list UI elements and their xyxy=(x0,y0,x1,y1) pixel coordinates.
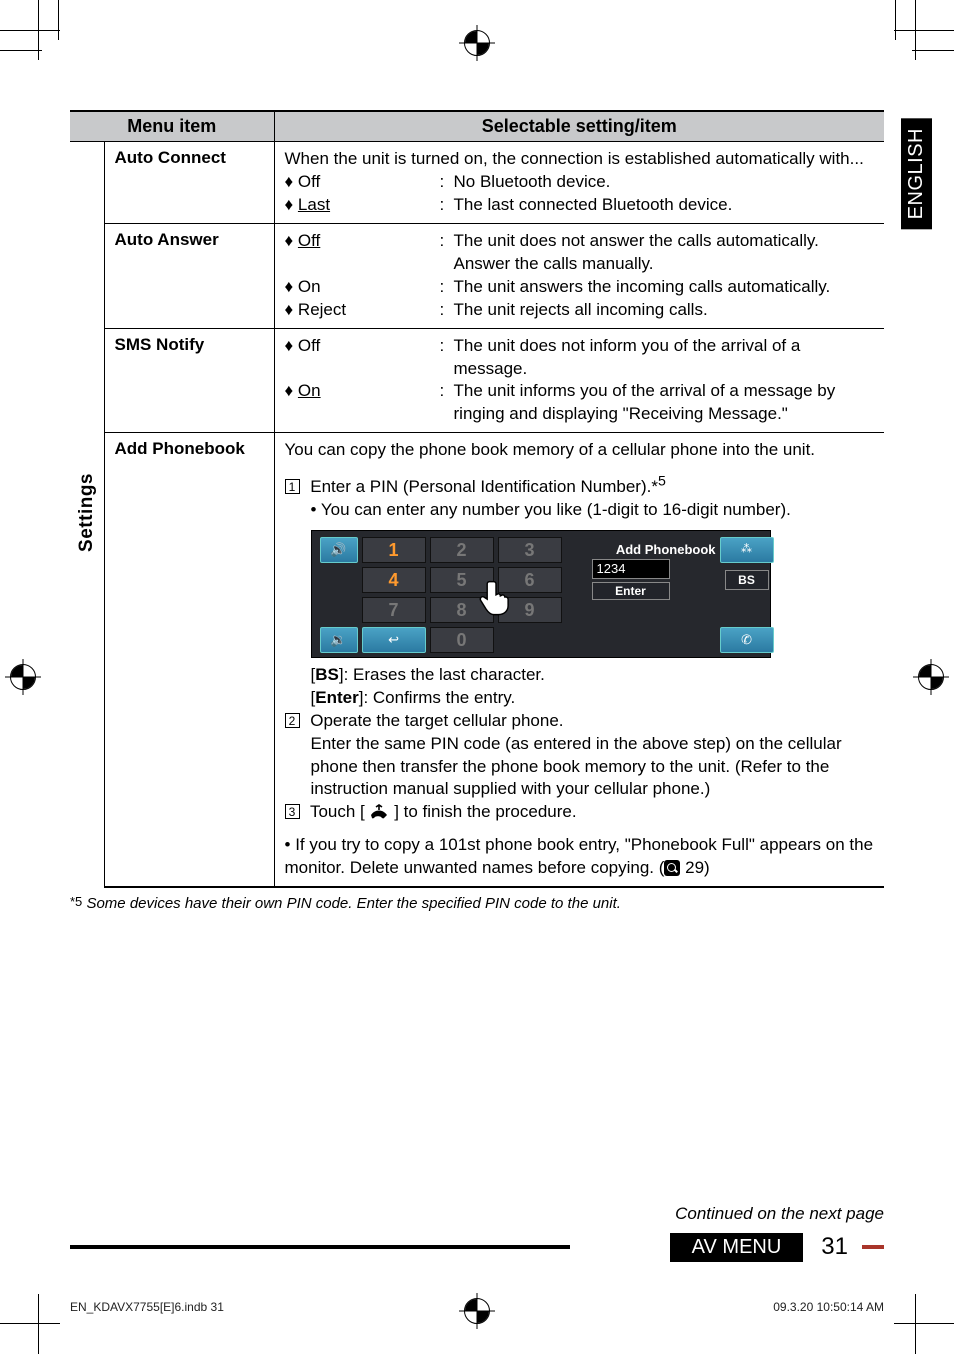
key-6: 6 xyxy=(498,567,562,593)
registration-mark xyxy=(10,664,36,690)
key-8: 8 xyxy=(430,597,494,623)
menu-auto-connect: Auto Connect xyxy=(104,142,274,224)
step-1-icon: 1 xyxy=(285,479,300,494)
footnote: *5 Some devices have their own PIN code.… xyxy=(70,888,884,912)
step-3-text: Touch [ ] to finish the procedure. xyxy=(310,802,577,821)
opt-last: Last xyxy=(298,195,330,214)
menu-auto-answer: Auto Answer xyxy=(104,223,274,328)
step-3-icon: 3 xyxy=(285,804,300,819)
registration-mark xyxy=(918,664,944,690)
hangup-icon: ✆ xyxy=(720,627,774,653)
crop-mark xyxy=(0,1323,60,1324)
step-1-text: Enter a PIN (Personal Identification Num… xyxy=(310,477,666,496)
opt-reject: ♦ Reject xyxy=(285,299,440,322)
opt-on: On xyxy=(298,381,321,400)
section-label: Settings xyxy=(76,473,98,552)
pin-value: 1234 xyxy=(592,559,670,579)
crop-mark xyxy=(38,1294,39,1354)
key-7: 7 xyxy=(362,597,426,623)
step-2-text: Operate the target cellular phone. xyxy=(310,711,563,730)
magnifier-icon xyxy=(664,860,680,876)
key-1: 1 xyxy=(362,537,426,563)
registration-mark xyxy=(464,1298,490,1324)
page-number: 31 xyxy=(821,1233,848,1261)
key-4: 4 xyxy=(362,567,426,593)
desc-sms-notify: ♦ Off :The unit does not inform you of t… xyxy=(274,328,884,433)
footer-rule xyxy=(70,1245,570,1249)
registration-mark xyxy=(464,30,490,56)
crop-mark xyxy=(912,50,954,51)
opt-off: ♦ Off xyxy=(285,335,440,381)
panel-title: Add Phonebook xyxy=(616,541,716,559)
menu-add-phonebook: Add Phonebook xyxy=(104,433,274,887)
vol-down-icon: 🔉 xyxy=(320,627,358,653)
lead-text: You can copy the phone book memory of a … xyxy=(285,439,875,462)
key-5: 5 xyxy=(430,567,494,593)
pin-entry-panel: 🔊 1 2 3 Add Phonebook ⁂ 4 5 6 xyxy=(311,530,771,658)
col-header-selectable: Selectable setting/item xyxy=(274,111,884,142)
opt-off: ♦ Off xyxy=(285,171,440,194)
settings-table: Menu item Selectable setting/item Settin… xyxy=(70,110,884,888)
vol-icon: 🔊 xyxy=(320,537,358,563)
opt-off-desc: No Bluetooth device. xyxy=(454,171,875,194)
opt-reject-desc: The unit rejects all incoming calls. xyxy=(454,299,875,322)
bt-icon: ⁂ xyxy=(720,537,774,563)
language-tab: ENGLISH xyxy=(901,118,932,229)
step-1-sub: • You can enter any number you like (1-d… xyxy=(285,499,875,522)
accent-line xyxy=(862,1245,884,1249)
opt-off-desc: The unit does not answer the calls autom… xyxy=(454,230,875,276)
opt-on: ♦ On xyxy=(285,276,440,299)
menu-sms-notify: SMS Notify xyxy=(104,328,274,433)
section-label-cell: Settings xyxy=(70,142,104,888)
back-icon: ↩ xyxy=(362,627,426,653)
desc-auto-answer: ♦ Off :The unit does not answer the call… xyxy=(274,223,884,328)
opt-on-desc: The unit informs you of the arrival of a… xyxy=(454,380,875,426)
section-badge: AV MENU xyxy=(670,1233,804,1262)
crop-mark xyxy=(0,50,42,51)
crop-mark xyxy=(895,0,896,40)
crop-mark xyxy=(38,0,39,60)
crop-mark xyxy=(894,30,954,31)
crop-mark xyxy=(58,0,59,40)
footer-filename: EN_KDAVX7755[E]6.indb 31 xyxy=(70,1300,224,1314)
desc-auto-connect: When the unit is turned on, the connecti… xyxy=(274,142,884,224)
enter-hint: [Enter]: Confirms the entry. xyxy=(285,687,875,710)
opt-off-desc: The unit does not inform you of the arri… xyxy=(454,335,875,381)
crop-mark xyxy=(915,0,916,60)
lead-text: When the unit is turned on, the connecti… xyxy=(285,148,875,171)
opt-last-desc: The last connected Bluetooth device. xyxy=(454,194,875,217)
desc-add-phonebook: You can copy the phone book memory of a … xyxy=(274,433,884,887)
footer-timestamp: 09.3.20 10:50:14 AM xyxy=(773,1300,884,1314)
key-2: 2 xyxy=(430,537,494,563)
bs-button: BS xyxy=(725,570,769,590)
opt-on-desc: The unit answers the incoming calls auto… xyxy=(454,276,875,299)
crop-mark xyxy=(0,30,60,31)
continued-text: Continued on the next page xyxy=(675,1204,884,1224)
footer-bar: AV MENU 31 xyxy=(670,1232,884,1262)
opt-off: Off xyxy=(298,231,320,250)
phonebook-full-note: • If you try to copy a 101st phone book … xyxy=(285,834,875,880)
key-0: 0 xyxy=(430,627,494,653)
key-3: 3 xyxy=(498,537,562,563)
key-9: 9 xyxy=(498,597,562,623)
hangup-inline-icon xyxy=(369,803,389,821)
col-header-menu: Menu item xyxy=(70,111,274,142)
crop-mark xyxy=(894,1323,954,1324)
bs-hint: [BS]: Erases the last character. xyxy=(285,664,875,687)
crop-mark xyxy=(915,1294,916,1354)
step-2-sub: Enter the same PIN code (as entered in t… xyxy=(285,733,875,802)
step-2-icon: 2 xyxy=(285,713,300,728)
